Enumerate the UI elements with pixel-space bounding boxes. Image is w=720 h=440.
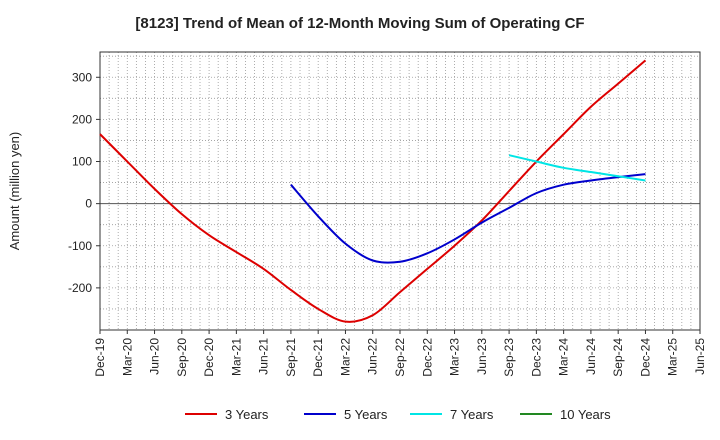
x-tick-label: Sep-23 (502, 338, 516, 377)
y-axis-ticks: -200 -100 0 100 200 300 (68, 70, 100, 295)
x-tick-label: Mar-24 (557, 338, 571, 376)
x-tick-label: Dec-21 (311, 338, 325, 377)
x-tick-label: Mar-25 (666, 338, 680, 376)
y-tick-label: 0 (85, 197, 92, 211)
x-tick-label: Jun-21 (257, 338, 271, 375)
legend-label: 7 Years (450, 407, 494, 422)
series-line-5-years (290, 173, 646, 264)
x-tick-label: Jun-24 (584, 338, 598, 375)
x-tick-label: Mar-21 (229, 338, 243, 376)
y-tick-label: -200 (68, 281, 92, 295)
x-tick-label: Mar-20 (120, 338, 134, 376)
legend-label: 10 Years (560, 407, 611, 422)
x-tick-label: Jun-22 (366, 338, 380, 375)
series-line-7-years (508, 154, 646, 182)
x-tick-label: Sep-22 (393, 338, 407, 377)
x-tick-label: Sep-21 (284, 338, 298, 377)
y-tick-label: 300 (72, 70, 92, 84)
legend-label: 5 Years (344, 407, 388, 422)
x-tick-label: Sep-20 (175, 338, 189, 377)
x-tick-label: Dec-23 (529, 338, 543, 377)
x-tick-label: Dec-22 (420, 338, 434, 377)
x-tick-label: Jun-20 (148, 338, 162, 375)
x-tick-label: Dec-19 (93, 338, 107, 377)
series-line-3-years (99, 59, 647, 323)
x-tick-label: Sep-24 (611, 338, 625, 377)
x-tick-label: Jun-25 (693, 338, 707, 375)
y-axis-label: Amount (million yen) (7, 132, 22, 251)
x-axis-ticks: Dec-19 Mar-20 Jun-20 Sep-20 Dec-20 Mar-21 Jun-… (93, 330, 707, 377)
x-tick-label: Dec-20 (202, 338, 216, 377)
grid-lines (99, 52, 701, 330)
x-tick-label: Mar-23 (448, 338, 462, 376)
chart-title: [8123] Trend of Mean of 12-Month Moving … (135, 15, 584, 32)
x-tick-label: Jun-23 (475, 338, 489, 375)
y-tick-label: 200 (72, 112, 92, 126)
legend-label: 3 Years (225, 407, 269, 422)
x-tick-label: Dec-24 (638, 338, 652, 377)
y-tick-label: -100 (68, 239, 92, 253)
legend: 3 Years 5 Years 7 Years 10 Years (185, 407, 611, 422)
y-tick-label: 100 (72, 155, 92, 169)
x-tick-label: Mar-22 (338, 338, 352, 376)
data-series (99, 59, 647, 323)
